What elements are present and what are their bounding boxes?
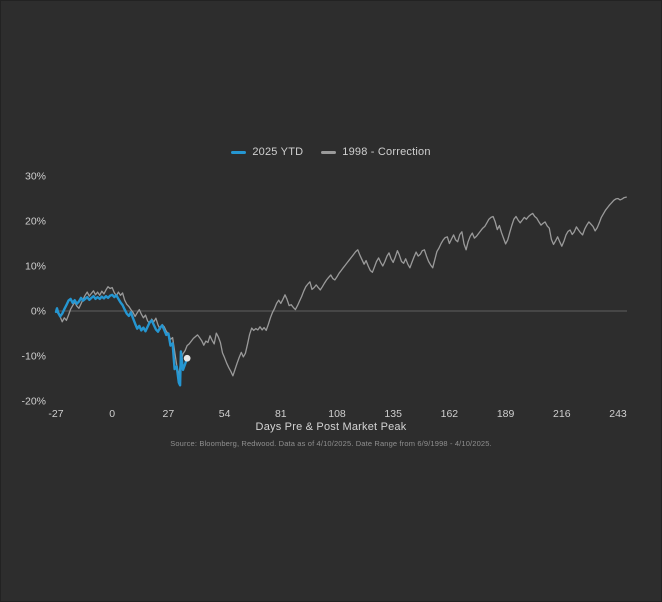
legend-label-1998-correction: 1998 - Correction: [342, 146, 431, 158]
legend-label-2025-ytd: 2025 YTD: [252, 146, 304, 158]
x-tick-label: 27: [163, 408, 175, 420]
legend-item-2025-ytd[interactable]: 2025 YTD: [231, 146, 303, 158]
legend-swatch-1998-correction: [321, 150, 337, 154]
y-tick-label: -20%: [21, 396, 46, 408]
x-tick-label: 54: [219, 408, 231, 420]
series-line-1998-correction: [55, 196, 627, 377]
source-note: Source: Bloomberg, Redwood. Data as of 4…: [170, 439, 492, 448]
y-tick-label: -10%: [21, 351, 46, 363]
x-tick-label: 135: [384, 408, 402, 420]
series-end-marker-dot: [183, 354, 191, 362]
x-tick-label: -27: [48, 408, 63, 420]
legend: 2025 YTD 1998 - Correction: [0, 146, 662, 158]
x-tick-label: 216: [553, 408, 571, 420]
x-tick-label: 162: [441, 408, 459, 420]
x-tick-label: 81: [275, 408, 287, 420]
y-tick-label: 20%: [25, 216, 46, 228]
legend-item-1998-correction[interactable]: 1998 - Correction: [321, 146, 430, 158]
series-line-2025-ytd: [54, 293, 189, 387]
y-tick-label: 0%: [31, 306, 46, 318]
x-tick-label: 0: [109, 408, 115, 420]
y-tick-label: 30%: [25, 171, 46, 183]
x-tick-label: 108: [328, 408, 346, 420]
x-axis-title: Days Pre & Post Market Peak: [255, 421, 407, 433]
legend-swatch-2025-ytd: [231, 150, 247, 154]
x-tick-label: 189: [497, 408, 515, 420]
y-tick-label: 10%: [25, 261, 46, 273]
x-tick-label: 243: [609, 408, 627, 420]
